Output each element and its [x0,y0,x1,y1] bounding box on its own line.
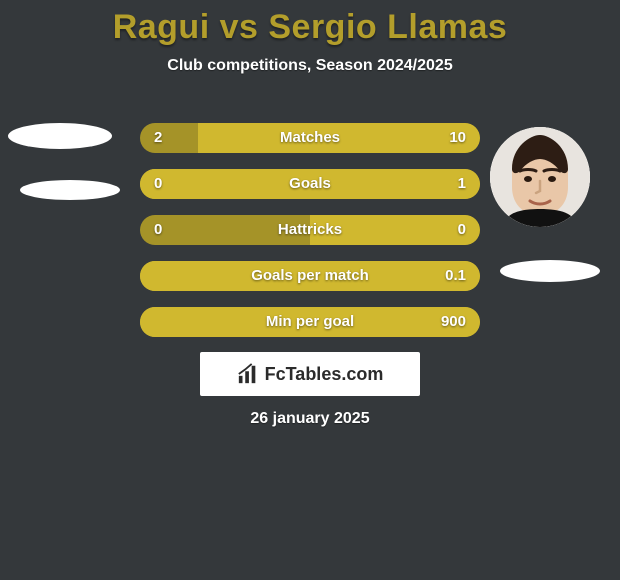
player-right-avatar [490,127,590,227]
stat-row: Goals0 1 [140,169,480,199]
stat-label: Matches [140,123,480,153]
player-left-avatar-placeholder-2 [20,180,120,200]
stat-row: Min per goal900 [140,307,480,337]
bar-chart-icon [237,363,259,385]
stat-value-right: 0.1 [445,261,466,291]
stat-value-right: 900 [441,307,466,337]
subtitle: Club competitions, Season 2024/2025 [0,57,620,75]
player-photo-icon [490,127,590,227]
stat-value-right: 10 [449,123,466,153]
stat-row: Goals per match0.1 [140,261,480,291]
source-logo-text: FcTables.com [265,364,384,385]
stat-label: Hattricks [140,215,480,245]
stat-row: Hattricks0 0 [140,215,480,245]
stat-label: Min per goal [140,307,480,337]
stat-value-right: 1 [458,169,466,199]
stat-label: Goals per match [140,261,480,291]
player-right-avatar-placeholder-2 [500,260,600,282]
snapshot-date: 26 january 2025 [0,410,620,428]
stat-value-left: 0 [154,169,162,199]
source-logo: FcTables.com [200,352,420,396]
player-left-avatar-placeholder-1 [8,123,112,149]
stat-value-left: 0 [154,215,162,245]
stat-row: Matches2 10 [140,123,480,153]
stat-label: Goals [140,169,480,199]
page-title: Ragui vs Sergio Llamas [0,0,620,47]
stat-value-right: 0 [458,215,466,245]
stat-value-left: 2 [154,123,162,153]
stats-comparison: Matches210Goals01Hattricks00Goals per ma… [140,123,480,353]
